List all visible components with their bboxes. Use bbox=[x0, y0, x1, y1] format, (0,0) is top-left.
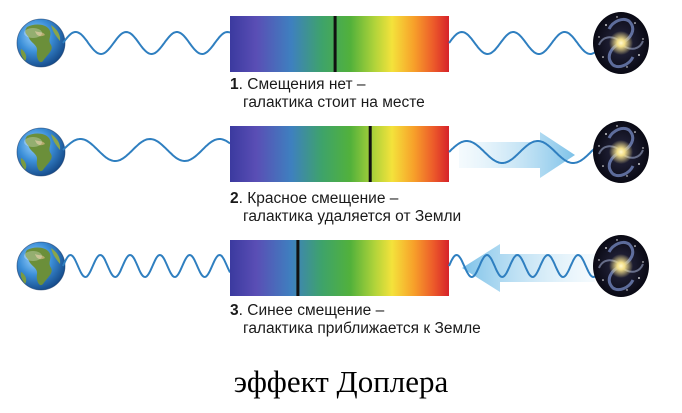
caption-number: 2 bbox=[230, 190, 239, 207]
caption-row-3: 3. Синее смещение – галактика приближает… bbox=[230, 302, 481, 338]
earth-icon bbox=[16, 18, 66, 68]
diagram-title: эффект Доплера bbox=[233, 364, 449, 399]
row-red-shift bbox=[16, 119, 651, 185]
spectrum-bar bbox=[230, 126, 449, 182]
caption-line-2: галактика удаляется от Земли bbox=[243, 208, 462, 225]
light-wave-right bbox=[448, 253, 599, 279]
approach-arrow-icon bbox=[462, 244, 595, 292]
light-wave-right bbox=[448, 140, 599, 164]
caption-line-2: галактика приближается к Земле bbox=[243, 320, 481, 337]
caption-line-1: Синее смещение – bbox=[247, 302, 385, 319]
caption-row-1: 1. Смещения нет – галактика стоит на мес… bbox=[230, 76, 425, 112]
row-blue-shift bbox=[16, 233, 651, 299]
spectrum-bar bbox=[230, 16, 449, 72]
light-wave-left bbox=[62, 30, 231, 56]
row-no-shift bbox=[16, 10, 651, 76]
light-wave-left bbox=[62, 253, 231, 279]
caption-number: 1 bbox=[230, 76, 239, 93]
earth-icon bbox=[16, 127, 66, 177]
earth-icon bbox=[16, 241, 66, 291]
caption-number: 3 bbox=[230, 302, 239, 319]
caption-dot: . bbox=[238, 76, 248, 93]
caption-line-1: Красное смещение – bbox=[247, 190, 399, 207]
caption-dot: . bbox=[238, 190, 248, 207]
caption-line-1: Смещения нет – bbox=[247, 76, 366, 93]
caption-line-2: галактика стоит на месте bbox=[243, 94, 425, 111]
light-wave-left bbox=[62, 137, 231, 163]
light-wave-right bbox=[448, 30, 599, 56]
caption-dot: . bbox=[238, 302, 248, 319]
spectrum-bar bbox=[230, 240, 449, 296]
galaxy-icon bbox=[591, 10, 651, 76]
caption-row-2: 2. Красное смещение – галактика удаляетс… bbox=[230, 190, 461, 226]
galaxy-icon bbox=[591, 119, 651, 185]
galaxy-icon bbox=[591, 233, 651, 299]
